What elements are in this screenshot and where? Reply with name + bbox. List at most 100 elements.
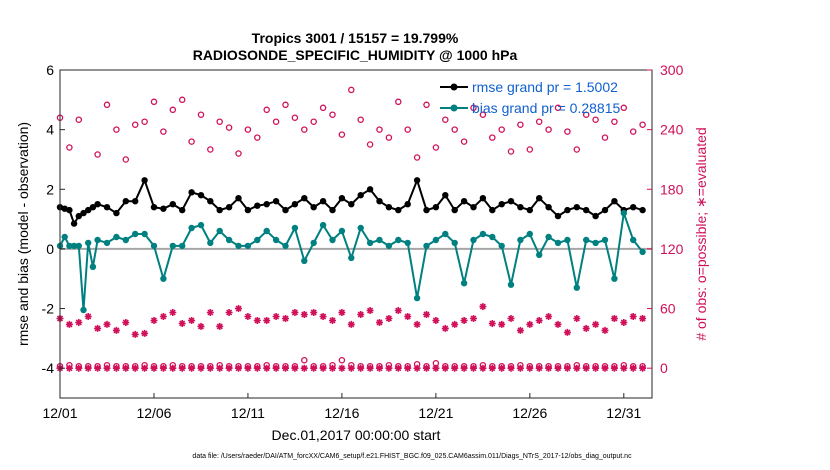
bias-point [169, 242, 176, 250]
obs-evaluated-point [94, 324, 102, 332]
rmse-point [536, 195, 543, 202]
bias-point [639, 248, 646, 256]
rmse-point [329, 206, 336, 214]
rmse-point [207, 198, 214, 205]
bias-point [122, 236, 129, 244]
y-axis-right-label: # of obs: o=possible; ∗=evaluated [693, 127, 709, 340]
bias-point [451, 239, 458, 247]
obs-possible-point [244, 126, 252, 133]
legend-bias-label: bias grand pr = 0.28815 [472, 100, 620, 116]
obs-evaluated-point [498, 320, 506, 328]
obs-possible-point [348, 86, 355, 94]
obs-evaluated-point [441, 324, 449, 332]
obs-evaluated-point [75, 364, 83, 372]
rmse-point [179, 206, 186, 214]
bias-point [291, 224, 299, 232]
obs-possible-point [620, 104, 628, 112]
bias-point [470, 236, 477, 244]
bias-point [225, 236, 233, 244]
rmse-point [442, 192, 449, 199]
bias-point [620, 209, 627, 217]
bias-point [413, 294, 421, 302]
obs-evaluated-point [516, 364, 524, 372]
obs-possible-point [169, 106, 177, 114]
rmse-point [113, 209, 120, 217]
obs-evaluated-point [535, 364, 543, 372]
obs-possible-point [310, 118, 317, 125]
obs-evaluated-point [423, 311, 430, 318]
plot-area [60, 70, 652, 398]
rmse-point [630, 204, 637, 211]
rmse-point [376, 198, 383, 205]
obs-evaluated-point [131, 330, 139, 338]
obs-evaluated-point [554, 320, 562, 328]
legend-rmse-label: rmse grand pr = 1.5002 [472, 79, 618, 95]
bias-point [432, 236, 440, 244]
y-right-tick-label: 300 [660, 62, 684, 78]
bias-point [244, 242, 252, 250]
obs-evaluated-point [244, 364, 252, 372]
obs-evaluated-point [498, 364, 506, 372]
obs-evaluated-point [563, 364, 571, 372]
obs-evaluated-point [470, 315, 477, 322]
obs-evaluated-point [573, 315, 581, 322]
bias-point [197, 221, 205, 229]
rmse-point [197, 192, 205, 199]
y-right-tick-label: 240 [660, 122, 684, 138]
obs-possible-point [282, 101, 289, 109]
obs-evaluated-point [329, 317, 336, 324]
obs-possible-point [178, 96, 186, 104]
bias-point [611, 275, 618, 282]
bias-point [89, 263, 97, 270]
obs-evaluated-point [357, 311, 365, 318]
plot-frame [59, 69, 653, 399]
obs-possible-point [479, 111, 487, 118]
rmse-point [592, 212, 599, 220]
bias-point [329, 236, 336, 244]
obs-possible-point [432, 144, 440, 151]
obs-evaluated-point [225, 364, 233, 372]
obs-evaluated-point [554, 364, 562, 372]
rmse-point [244, 206, 252, 214]
bias-point [592, 239, 599, 247]
rmse-point [366, 186, 374, 193]
obs-evaluated-point [413, 364, 421, 372]
rmse-point [160, 205, 167, 212]
obs-evaluated-point [347, 364, 355, 372]
obs-possible-point [301, 126, 308, 133]
obs-evaluated-point [244, 313, 252, 320]
bias-point [583, 236, 590, 244]
bias-point [254, 236, 261, 244]
obs-evaluated-point [385, 364, 393, 372]
bias-point [554, 239, 562, 247]
obs-evaluated-point [291, 309, 299, 316]
obs-evaluated-point [601, 364, 609, 372]
obs-evaluated-point [188, 364, 196, 372]
bias-point [366, 239, 374, 247]
bias-point [573, 284, 580, 291]
rmse-point [395, 206, 402, 214]
chart-title-line2: RADIOSONDE_SPECIFIC_HUMIDITY @ 1000 hPa [193, 47, 518, 63]
obs-evaluated-point [253, 364, 261, 372]
rmse-point [103, 204, 111, 211]
y-tick-label: 2 [46, 181, 54, 197]
obs-evaluated-point [582, 364, 590, 372]
obs-evaluated-point [516, 326, 524, 334]
obs-possible-point [629, 128, 637, 135]
bias-point [507, 281, 515, 288]
rmse-point [66, 206, 73, 214]
obs-evaluated-point [385, 315, 393, 322]
obs-evaluated-point [423, 364, 430, 372]
obs-evaluated-point [592, 364, 600, 372]
obs-possible-point [207, 146, 214, 153]
bias-point [70, 242, 78, 250]
obs-evaluated-point [282, 315, 289, 322]
bias-point [601, 236, 609, 244]
obs-evaluated-point [366, 364, 374, 372]
obs-evaluated-point [376, 319, 383, 326]
y-right-tick-label: 120 [660, 241, 684, 257]
obs-possible-point [395, 98, 402, 106]
obs-evaluated-point [470, 364, 477, 372]
y-right-tick-label: 60 [660, 301, 676, 317]
